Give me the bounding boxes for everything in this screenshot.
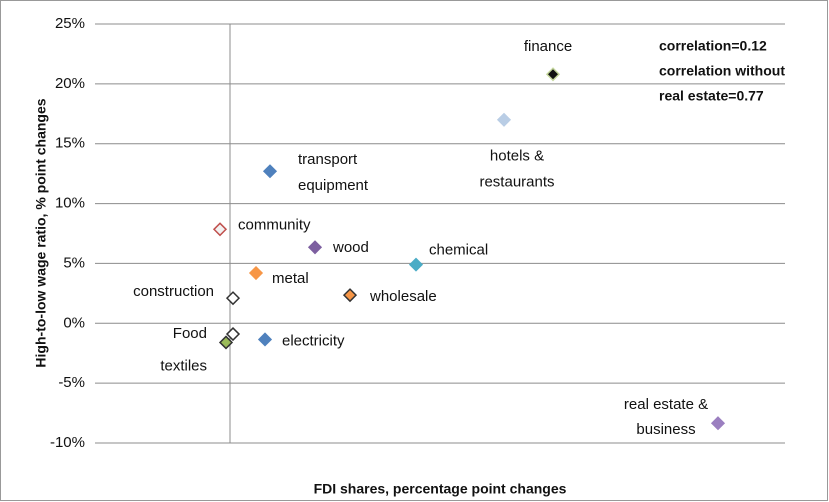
marker (545, 67, 561, 82)
marker (496, 112, 512, 127)
point-label: hotels & (490, 148, 544, 165)
point-label: metal (272, 270, 309, 287)
point-label: real estate & (624, 396, 708, 413)
y-tick-label: -10% (50, 434, 85, 451)
y-tick-label: 10% (55, 195, 85, 212)
y-tick-label: -5% (58, 374, 85, 391)
marker (307, 240, 323, 255)
point-label: transport (298, 151, 358, 168)
marker (262, 164, 278, 179)
marker (710, 416, 726, 431)
annotation: correlation=0.12 (659, 38, 767, 54)
y-tick-label: 25% (55, 15, 85, 32)
point-label: wholesale (369, 288, 437, 305)
y-tick-label: 0% (63, 314, 85, 331)
marker (225, 291, 241, 306)
marker (248, 265, 264, 281)
point-label: wood (332, 239, 369, 256)
point-label: business (636, 421, 695, 438)
point-label: construction (133, 283, 214, 300)
point-label: equipment (298, 177, 369, 194)
marker (218, 335, 234, 350)
point-label: Food (173, 325, 207, 342)
point-label: electricity (282, 332, 345, 349)
point-label: textiles (160, 357, 207, 374)
marker (342, 288, 358, 303)
marker (212, 222, 228, 237)
x-axis-label: FDI shares, percentage point changes (314, 481, 567, 497)
y-tick-label: 15% (55, 135, 85, 152)
point-label: finance (524, 38, 572, 55)
marker (225, 326, 241, 342)
point-label: community (238, 216, 311, 233)
annotation: real estate=0.77 (659, 88, 764, 104)
y-axis-label: High-to-low wage ratio, % point changes (33, 98, 49, 367)
annotation: correlation without (659, 63, 785, 79)
y-tick-label: 20% (55, 75, 85, 92)
point-label: restaurants (479, 174, 554, 191)
point-label: chemical (429, 242, 488, 259)
marker (408, 257, 424, 272)
y-tick-label: 5% (63, 254, 85, 271)
marker (257, 332, 273, 347)
